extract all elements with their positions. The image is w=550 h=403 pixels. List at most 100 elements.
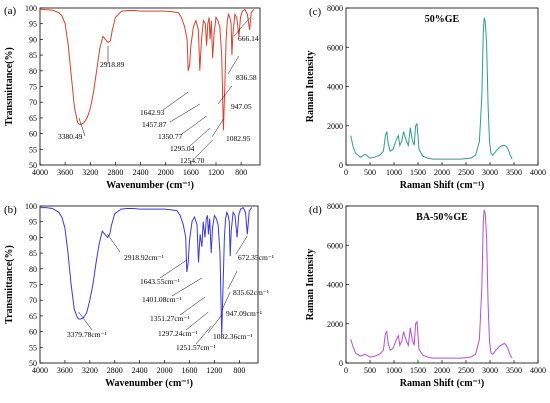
- peak-annotation: 2918.92cm⁻¹: [124, 253, 164, 262]
- peak-annotation: 836.58: [236, 73, 257, 82]
- x-axis-label: Raman Shift (cm⁻¹): [400, 378, 484, 389]
- annotation-leader: [181, 115, 207, 135]
- peak-annotation: 1401.08cm⁻¹: [142, 295, 182, 304]
- annotation-leader: [211, 118, 224, 138]
- peak-annotation: 3380.49: [58, 132, 83, 141]
- x-tick-label: 4000: [530, 168, 546, 177]
- annotation-leader: [233, 17, 250, 37]
- peak-annotation: 835.62cm⁻¹: [233, 288, 269, 297]
- x-tick-label: 4000: [32, 168, 48, 177]
- y-tick-label: 80: [29, 265, 37, 274]
- y-tick-label: 0: [339, 161, 343, 170]
- annotation-leader: [207, 314, 222, 334]
- peak-annotation: 1082.95: [226, 134, 251, 143]
- y-tick-label: 2000: [327, 122, 343, 131]
- peak-annotation: 947.09cm⁻¹: [226, 309, 262, 318]
- y-tick-label: 75: [29, 281, 37, 290]
- annotation-leader: [195, 325, 212, 345]
- chart-panel-2: 0 500 1000 1500 2000 2500 3000 3500 4000 0 2000 400…: [305, 4, 546, 191]
- x-tick-label: 800: [233, 366, 245, 375]
- x-tick-label: 4000: [32, 366, 48, 375]
- x-tick-label: 3000: [482, 168, 498, 177]
- annotation-leader: [235, 235, 248, 255]
- y-tick-label: 70: [29, 98, 37, 107]
- x-tick-label: 2000: [158, 168, 174, 177]
- plot-title: 50%GE: [425, 14, 460, 25]
- y-tick-label: 6000: [327, 241, 343, 250]
- annotation-leader: [162, 91, 189, 111]
- annotation-leader: [227, 55, 240, 75]
- annotation-leader: [78, 311, 93, 331]
- peak-annotation: 1351.27cm⁻¹: [150, 314, 190, 323]
- y-tick-label: 4000: [327, 83, 343, 92]
- peak-annotation: 1457.87: [142, 120, 167, 129]
- y-tick-label: 70: [29, 296, 37, 305]
- peak-annotation: 1643.55cm⁻¹: [140, 277, 180, 286]
- x-tick-label: 1500: [410, 366, 426, 375]
- y-tick-label: 100: [25, 4, 37, 13]
- x-tick-label: 3500: [506, 366, 522, 375]
- x-tick-label: 1500: [410, 168, 426, 177]
- x-tick-label: 3600: [57, 366, 73, 375]
- y-tick-label: 65: [29, 312, 37, 321]
- x-axis-label: Wavenumber (cm⁻¹): [105, 378, 193, 389]
- y-tick-label: 80: [29, 67, 37, 76]
- x-tick-label: 3500: [506, 168, 522, 177]
- x-tick-label: 1000: [386, 168, 402, 177]
- panel-label: (a): [4, 5, 17, 17]
- x-tick-label: 500: [364, 366, 376, 375]
- peak-annotation: 947.05: [231, 102, 252, 111]
- y-tick-label: 95: [29, 20, 37, 29]
- y-tick-label: 90: [29, 35, 37, 44]
- x-tick-label: 1200: [208, 168, 224, 177]
- x-tick-label: 2400: [132, 366, 148, 375]
- x-tick-label: 2500: [458, 366, 474, 375]
- peak-annotation: 1254.70: [180, 156, 205, 165]
- x-tick-label: 2800: [107, 168, 123, 177]
- x-tick-label: 2000: [434, 168, 450, 177]
- y-axis-label: Raman Intensity: [305, 249, 316, 320]
- y-tick-label: 85: [29, 51, 37, 60]
- x-tick-label: 2800: [107, 366, 123, 375]
- plot-frame: [345, 205, 539, 364]
- annotation-leader: [107, 233, 121, 253]
- x-tick-label: 0: [344, 366, 348, 375]
- y-tick-label: 4000: [327, 281, 343, 290]
- peak-annotation: 2918.89: [100, 60, 125, 69]
- x-tick-label: 3200: [82, 168, 98, 177]
- y-tick-label: 55: [29, 343, 37, 352]
- annotation-leader: [221, 291, 231, 311]
- series-line: [350, 209, 513, 359]
- panel-label: (c): [309, 6, 322, 18]
- plot-title: BA-50%GE: [416, 212, 468, 223]
- y-tick-label: 90: [29, 233, 37, 242]
- y-axis-label: Raman Intensity: [305, 51, 316, 122]
- y-tick-label: 0: [339, 359, 343, 368]
- y-tick-label: 85: [29, 249, 37, 258]
- y-tick-label: 100: [25, 202, 37, 211]
- annotation-leader: [189, 127, 211, 147]
- x-tick-label: 1600: [181, 366, 197, 375]
- series-line: [40, 8, 255, 131]
- peak-annotation: 1642.93: [140, 108, 165, 117]
- x-tick-label: 2500: [458, 168, 474, 177]
- x-tick-label: 2400: [133, 168, 149, 177]
- y-tick-label: 60: [29, 328, 37, 337]
- y-tick-label: 60: [29, 130, 37, 139]
- x-axis-label: Raman Shift (cm⁻¹): [400, 180, 484, 191]
- annotation-leader: [78, 117, 86, 137]
- annotation-leader: [217, 85, 233, 105]
- panel-label: (b): [4, 204, 17, 216]
- x-tick-label: 2000: [434, 366, 450, 375]
- peak-annotation: 1295.04: [170, 144, 195, 153]
- x-tick-label: 1000: [386, 366, 402, 375]
- x-tick-label: 3200: [82, 366, 98, 375]
- y-tick-label: 55: [29, 145, 37, 154]
- annotation-leader: [159, 259, 187, 279]
- x-axis-label: Wavenumber (cm⁻¹): [106, 180, 194, 191]
- annotation-leader: [227, 270, 238, 290]
- y-axis-label: Transmittance(%): [4, 47, 15, 126]
- plot-frame: [345, 7, 539, 166]
- annotation-leader: [179, 296, 206, 316]
- y-tick-label: 50: [29, 161, 37, 170]
